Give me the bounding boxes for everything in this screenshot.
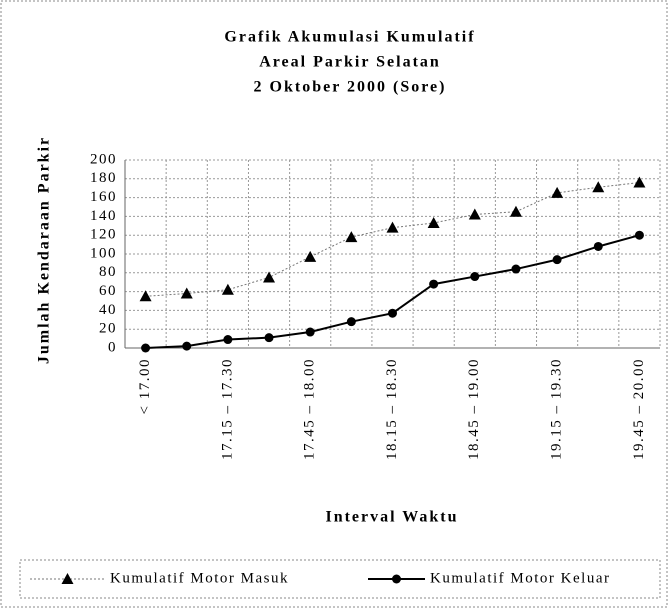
marker (345, 231, 358, 243)
marker (633, 176, 646, 188)
marker (470, 272, 480, 282)
marker (427, 216, 440, 228)
y-tick-label: 140 (90, 208, 117, 224)
marker (429, 279, 439, 289)
marker (223, 335, 233, 345)
marker (264, 333, 274, 343)
marker (304, 250, 317, 262)
x-axis-label: Interval Waktu (325, 509, 458, 526)
marker (386, 221, 399, 233)
chart-title: 2 Oktober 2000 (Sore) (254, 79, 447, 96)
marker (221, 283, 234, 295)
x-tick-label: 19.15 – 19.30 (549, 358, 565, 460)
y-tick-label: 40 (99, 302, 117, 318)
marker (511, 264, 521, 274)
marker (468, 208, 481, 220)
marker (346, 317, 356, 327)
marker (139, 290, 152, 302)
x-tick-label: 18.15 – 18.30 (384, 358, 400, 460)
marker (180, 287, 193, 299)
y-tick-label: 60 (99, 283, 117, 299)
chart-title: Areal Parkir Selatan (259, 54, 441, 71)
marker (388, 308, 397, 318)
marker (552, 255, 562, 265)
y-tick-label: 0 (108, 339, 117, 355)
y-tick-label: 100 (90, 245, 117, 261)
y-axis-label: Jumlah Kendaraan Parkir (36, 136, 53, 364)
marker (182, 341, 192, 351)
y-tick-label: 160 (90, 189, 117, 205)
x-tick-label: 17.45 – 18.00 (302, 358, 318, 460)
marker (305, 327, 315, 337)
legend-marker (392, 574, 401, 584)
legend-box (19, 559, 661, 599)
legend-label: Kumulatif Motor Masuk (110, 570, 289, 586)
legend-label: Kumulatif Motor Keluar (430, 570, 610, 586)
x-tick-label: < 17.00 (137, 358, 153, 414)
y-tick-label: 180 (90, 170, 117, 186)
marker (551, 186, 564, 198)
y-tick-label: 200 (90, 151, 117, 167)
marker (509, 205, 522, 217)
y-tick-label: 120 (90, 227, 117, 243)
y-tick-label: 20 (99, 321, 117, 337)
chart-title: Grafik Akumulasi Kumulatif (224, 29, 475, 46)
marker (634, 230, 644, 240)
marker (592, 181, 605, 193)
x-tick-label: 17.15 – 17.30 (219, 358, 235, 460)
x-tick-label: 19.45 – 20.00 (631, 358, 647, 460)
legend-marker (61, 573, 74, 584)
marker (141, 343, 151, 353)
y-tick-label: 80 (99, 264, 117, 280)
marker (263, 271, 276, 283)
x-tick-label: 18.45 – 19.00 (466, 358, 482, 460)
marker (593, 241, 603, 251)
